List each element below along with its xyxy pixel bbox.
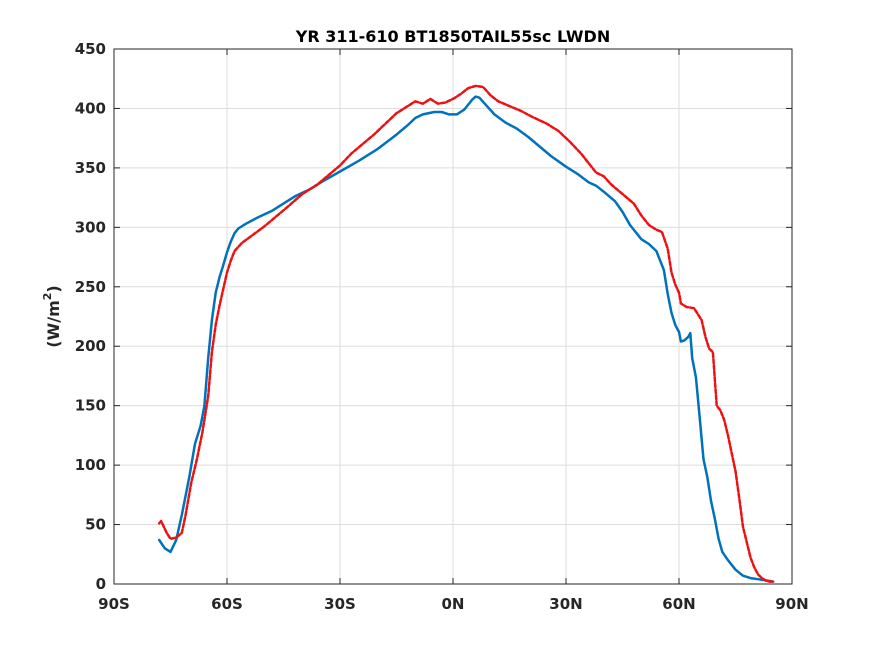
y-tick-label-2: 100 [75, 456, 106, 474]
x-tick-label-0: 90S [98, 595, 130, 613]
chart-title: YR 311-610 BT1850TAIL55sc LWDN [295, 27, 610, 46]
y-tick-label-4: 200 [75, 337, 106, 355]
y-tick-label-0: 0 [96, 575, 106, 593]
axes [113, 48, 793, 585]
y-tick-label-1: 50 [85, 516, 106, 534]
x-tick-label-6: 90N [775, 595, 808, 613]
series-line-2 [157, 84, 775, 583]
y-axis-label-close: ) [44, 285, 63, 292]
y-tick-label-8: 400 [75, 99, 106, 117]
y-tick-label-7: 350 [75, 159, 106, 177]
y-tick-label-6: 300 [75, 218, 106, 236]
x-tick-label-2: 30S [324, 595, 356, 613]
x-tick-label-4: 30N [549, 595, 582, 613]
series-group [157, 84, 775, 583]
x-tick-label-5: 60N [662, 595, 695, 613]
x-tick-label-1: 60S [211, 595, 243, 613]
y-axis-label-main: (W/m [44, 300, 63, 347]
series-line-1 [157, 95, 775, 583]
y-tick-label-3: 150 [75, 397, 106, 415]
y-axis-label: (W/m2) [41, 285, 63, 347]
y-tick-label-9: 450 [75, 40, 106, 58]
x-tick-label-3: 0N [442, 595, 465, 613]
y-tick-label-5: 250 [75, 278, 106, 296]
tick-labels: 90S 60S 30S 0N 30N 60N 90N 0 50 100 150 200 250 300 35… [75, 40, 809, 613]
y-axis-label-superscript: 2 [41, 293, 54, 301]
